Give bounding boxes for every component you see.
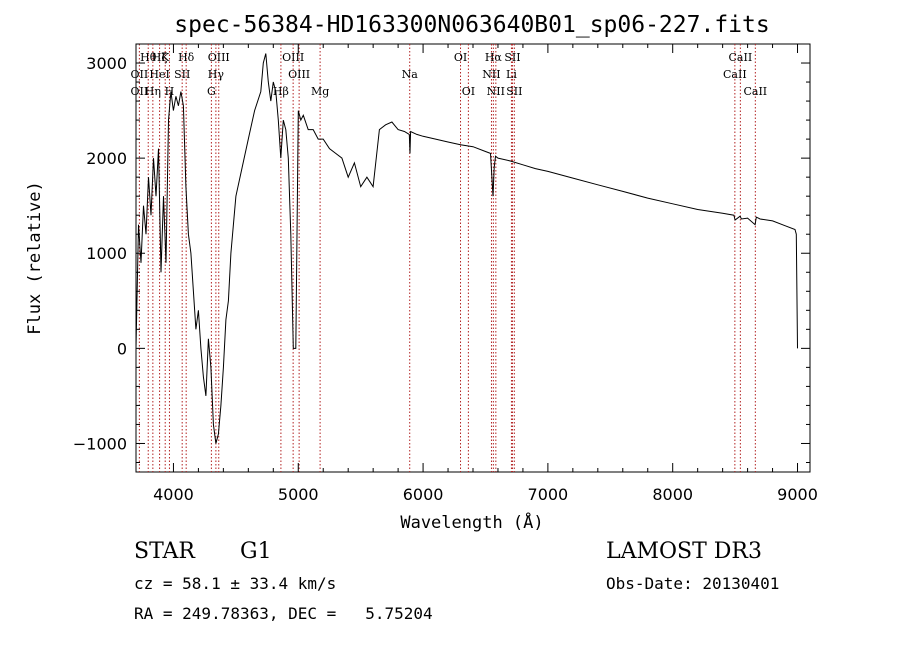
line-label-24: Li: [506, 68, 517, 81]
line-label-18: OI: [454, 51, 467, 64]
line-label-2: OII: [131, 85, 149, 98]
line-label-23: SII: [504, 51, 520, 64]
y-axis-label: Flux (relative): [25, 181, 45, 335]
spectrum-line: [135, 53, 798, 444]
y-tick-label: −1000: [73, 434, 127, 453]
x-tick-label: 4000: [153, 485, 194, 504]
line-label-12: G: [207, 85, 216, 98]
x-tick-label: 6000: [403, 485, 444, 504]
redshift-velocity: cz = 58.1 ± 33.4 km/s: [134, 574, 337, 593]
object-subclass: G1: [240, 539, 272, 564]
y-axis-ticks: −1000 0 1000 2000 3000: [73, 43, 810, 463]
line-label-7: H: [165, 85, 175, 98]
y-tick-label: 2000: [86, 149, 127, 168]
x-tick-label: 7000: [528, 485, 569, 504]
line-label-21: NII: [482, 68, 500, 81]
survey-name: LAMOST DR3: [606, 539, 762, 564]
line-label-17: Na: [402, 68, 419, 81]
line-label-11: Hγ: [208, 68, 225, 81]
plot-frame: [135, 43, 811, 473]
line-label-13: OIII: [282, 51, 304, 64]
line-label-14: OIII: [288, 68, 310, 81]
line-label-16: Mg: [311, 85, 329, 98]
x-axis-label: Wavelength (Å): [400, 511, 543, 533]
chart-title: spec-56384-HD163300N063640B01_sp06-227.f…: [174, 12, 769, 38]
line-label-4: Hζ: [152, 51, 168, 64]
y-tick-label: 1000: [86, 244, 127, 263]
coordinates: RA = 249.78363, DEC = 5.75204: [134, 604, 433, 623]
spectral-line-markers: [138, 44, 756, 472]
x-tick-label: 5000: [278, 485, 319, 504]
line-label-27: CaII: [723, 68, 747, 81]
line-label-5: HeI: [149, 68, 169, 81]
line-label-8: SII: [174, 68, 190, 81]
x-tick-label: 8000: [652, 485, 693, 504]
line-label-6: K: [161, 51, 170, 64]
line-label-1: OII: [131, 68, 149, 81]
line-label-15: Hβ: [273, 85, 289, 98]
line-label-3: Hη: [145, 85, 161, 98]
line-label-26: CaII: [729, 51, 753, 64]
line-label-19: OI: [462, 85, 475, 98]
line-label-9: Hδ: [178, 51, 195, 64]
line-label-25: SII: [506, 85, 522, 98]
x-axis-ticks: 4000 5000 6000 7000 8000 9000: [153, 44, 818, 504]
line-label-10: OIII: [208, 51, 230, 64]
object-class: STAR: [134, 539, 195, 564]
line-label-28: CaII: [743, 85, 767, 98]
x-tick-label: 9000: [777, 485, 818, 504]
line-label-20: Hα: [485, 51, 503, 64]
line-label-0: Hθ: [140, 51, 157, 64]
observation-date: Obs-Date: 20130401: [606, 574, 780, 593]
y-tick-label: 0: [117, 339, 127, 358]
line-label-22: NII: [487, 85, 505, 98]
y-tick-label: 3000: [86, 54, 127, 73]
